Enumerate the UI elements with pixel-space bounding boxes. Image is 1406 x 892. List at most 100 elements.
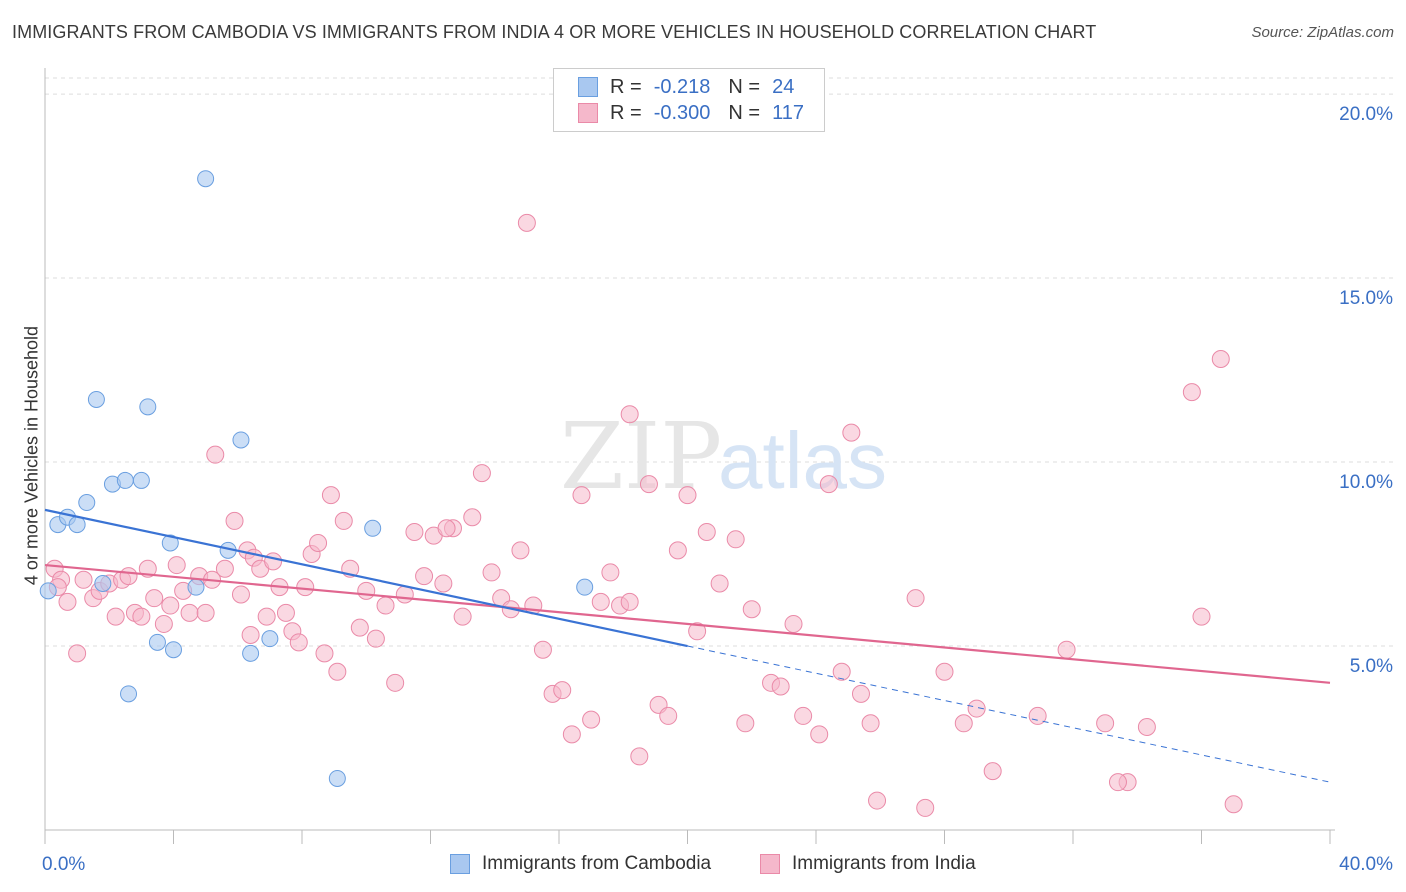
bottom-legend-label-india: Immigrants from India xyxy=(792,853,976,874)
source-credit: Source: ZipAtlas.com xyxy=(1251,24,1394,41)
cambodia-point xyxy=(116,471,134,489)
legend-r-value: -0.300 xyxy=(653,101,711,124)
watermark-atlas: atlas xyxy=(718,416,887,505)
india-point xyxy=(572,486,591,505)
india-point xyxy=(350,618,369,637)
legend-swatch-cambodia xyxy=(578,77,598,97)
cambodia-point xyxy=(78,494,96,512)
india-point xyxy=(935,662,954,681)
cambodia-trend-extension xyxy=(687,645,1331,783)
india-point xyxy=(861,714,880,733)
india-point xyxy=(832,662,851,681)
cambodia-point xyxy=(68,516,86,534)
india-point xyxy=(533,640,552,659)
india-point xyxy=(315,644,334,663)
cambodia-point xyxy=(197,170,215,188)
x-tick-label: 0.0% xyxy=(42,854,85,875)
india-point xyxy=(511,541,530,560)
india-point xyxy=(819,475,838,494)
india-point xyxy=(868,791,887,810)
cambodia-point xyxy=(132,471,150,489)
bottom-legend-label-cambodia: Immigrants from Cambodia xyxy=(482,853,712,874)
india-point xyxy=(296,578,315,597)
india-point xyxy=(983,762,1002,781)
india-point xyxy=(1192,607,1211,626)
india-point xyxy=(395,585,414,604)
india-trend-line xyxy=(44,563,1331,684)
legend-swatch-india xyxy=(578,103,598,123)
india-point xyxy=(1224,795,1243,814)
india-point xyxy=(206,445,225,464)
india-point xyxy=(697,522,716,541)
axes xyxy=(44,68,1335,844)
legend-r-label: R = xyxy=(610,101,642,124)
india-point xyxy=(1108,773,1127,792)
india-point xyxy=(794,706,813,725)
india-point xyxy=(74,570,93,589)
cambodia-point xyxy=(232,431,250,449)
india-point xyxy=(810,725,829,744)
india-point xyxy=(196,603,215,622)
india-point xyxy=(357,581,376,600)
legend-n-label: N = xyxy=(728,75,761,98)
india-point xyxy=(553,681,572,700)
india-point xyxy=(58,592,77,611)
trend-lines xyxy=(44,508,1331,783)
india-point xyxy=(1057,640,1076,659)
india-point xyxy=(906,589,925,608)
india-point xyxy=(321,486,340,505)
india-point xyxy=(241,625,260,644)
india-point xyxy=(405,522,424,541)
cambodia-trend-line xyxy=(44,508,688,648)
bottom-legend-cambodia: Immigrants from Cambodia xyxy=(450,852,711,876)
cambodia-point xyxy=(242,644,260,662)
india-point xyxy=(161,596,180,615)
india-point xyxy=(842,423,861,442)
y-tick-label: 20.0% xyxy=(1339,104,1393,125)
y-tick-label: 15.0% xyxy=(1339,288,1393,309)
india-point xyxy=(1182,383,1201,402)
india-point xyxy=(639,475,658,494)
cambodia-point xyxy=(165,641,182,659)
legend-n-value: 117 xyxy=(772,101,804,124)
cambodia-point xyxy=(187,578,205,596)
india-point xyxy=(659,706,678,725)
legend-r-value: -0.218 xyxy=(653,75,711,98)
india-point xyxy=(472,464,491,483)
india-point xyxy=(710,574,729,593)
correlation-legend: R = -0.218 N = 24 R = -0.300 N = 117 xyxy=(553,68,825,132)
india-point xyxy=(225,511,244,530)
x-tick-label: 40.0% xyxy=(1339,854,1393,875)
chart-title: IMMIGRANTS FROM CAMBODIA VS IMMIGRANTS F… xyxy=(12,22,1097,42)
bottom-legend-swatch-cambodia xyxy=(450,854,470,874)
india-point xyxy=(132,607,151,626)
india-point xyxy=(688,622,707,641)
cambodia-point xyxy=(139,398,157,416)
india-point xyxy=(784,614,803,633)
india-point xyxy=(309,533,328,552)
india-point xyxy=(415,567,434,586)
india-point xyxy=(328,662,347,681)
y-tick-label: 5.0% xyxy=(1350,656,1393,677)
india-point xyxy=(668,541,687,560)
india-point xyxy=(1137,717,1156,736)
y-tick-label: 10.0% xyxy=(1339,472,1393,493)
cambodia-point xyxy=(94,574,112,592)
india-point xyxy=(601,563,620,582)
india-point xyxy=(437,519,456,538)
india-point xyxy=(562,725,581,744)
india-point xyxy=(1096,714,1115,733)
india-point xyxy=(257,607,276,626)
india-point xyxy=(1028,706,1047,725)
cambodia-point xyxy=(120,685,138,703)
legend-r-label: R = xyxy=(610,75,642,98)
cambodia-point xyxy=(87,390,105,408)
cambodia-point xyxy=(576,578,594,596)
india-point xyxy=(771,677,790,696)
india-point xyxy=(517,213,536,232)
watermark: ZIP atlas xyxy=(560,403,887,510)
india-point xyxy=(967,699,986,718)
cambodia-point xyxy=(39,582,57,600)
india-point xyxy=(620,592,639,611)
